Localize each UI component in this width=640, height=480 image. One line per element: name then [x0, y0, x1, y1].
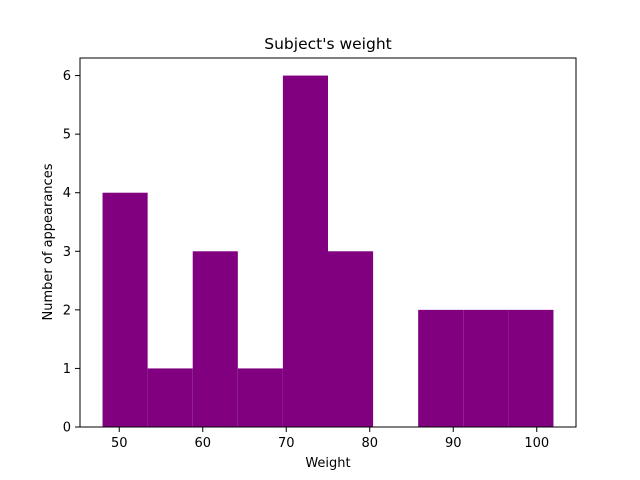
y-axis-label: Number of appearances — [41, 163, 56, 320]
x-axis-label: Weight — [305, 456, 350, 471]
x-axis-ticks: 50 60 70 80 90 100 — [111, 427, 549, 451]
x-tick-label: 60 — [194, 436, 211, 451]
histogram-bar — [418, 309, 464, 427]
chart-title: Subject's weight — [264, 35, 391, 53]
x-tick-label: 100 — [524, 436, 549, 451]
x-tick-label: 90 — [445, 436, 462, 451]
y-tick-label: 4 — [63, 186, 71, 201]
y-tick-label: 6 — [63, 69, 71, 84]
y-tick-label: 0 — [63, 421, 71, 436]
x-tick-label: 50 — [111, 436, 128, 451]
plot-frame — [79, 57, 577, 428]
histogram-bar — [328, 251, 374, 427]
histogram-bar — [463, 309, 509, 427]
histogram-bar — [147, 368, 193, 427]
bars — [102, 75, 554, 428]
y-tick-label: 5 — [63, 128, 71, 143]
x-tick-label: 80 — [361, 436, 378, 451]
histogram-bar — [192, 251, 238, 427]
y-tick-label: 3 — [63, 245, 71, 260]
y-axis-ticks: 0 1 2 3 4 5 6 — [63, 69, 80, 436]
x-tick-label: 70 — [278, 436, 295, 451]
histogram-bar — [237, 368, 283, 427]
histogram-bar — [102, 192, 148, 427]
y-tick-label: 2 — [63, 303, 71, 318]
histogram-bar — [508, 309, 554, 427]
y-tick-label: 1 — [63, 362, 71, 377]
histogram-bar — [282, 75, 328, 428]
